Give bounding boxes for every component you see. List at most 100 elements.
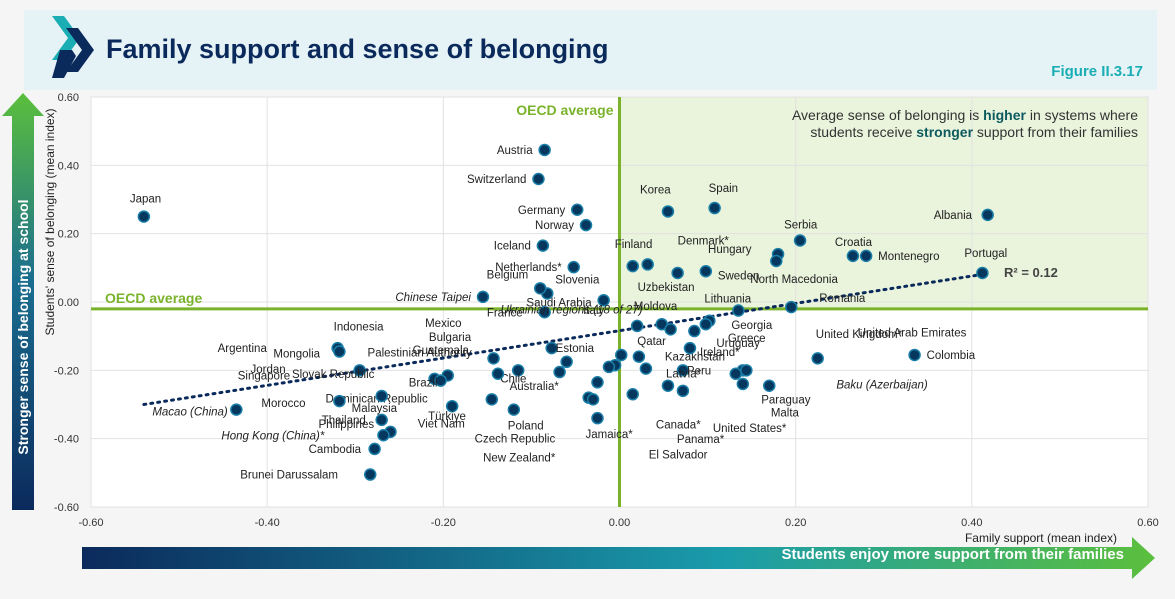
data-point [762,379,776,392]
data-point-label: Guatemala [413,345,470,357]
data-point-label: Austria [497,145,533,157]
data-point-label: Panama* [677,434,725,446]
data-point-label: Latvia* [666,369,702,381]
data-point [602,360,616,374]
data-point-label: Romania [819,293,866,305]
data-point-label: Czech Republic [475,434,556,446]
data-point [740,364,753,377]
data-point-label: Bulgaria [429,332,472,344]
data-point-label: France [487,307,523,319]
data-point-label: Malta [771,407,800,419]
x-tick-label: 0.60 [1137,517,1158,529]
data-point [533,282,547,295]
data-point-label: Morocco [261,398,305,410]
data-point-label: Finland [615,239,653,251]
data-point-label: Uzbekistan [638,282,695,294]
data-point-label: Mexico [425,318,461,330]
data-point-label: Slovenia [555,274,600,286]
data-point-label: Belgium [487,269,529,281]
oecd-average-label-left: OECD average [105,290,202,306]
data-point-label: Argentina [218,343,268,355]
data-point-label: Moldova [634,301,678,313]
vertical-arrow [2,93,44,510]
data-point-label: Chinese Taipei [395,292,471,304]
data-point [536,239,550,252]
data-point-label: Thailand [322,415,366,427]
data-point-label: Brazil [409,378,438,390]
side-arrow-label: Stronger sense of belonging at school [15,199,31,454]
data-point [368,442,381,456]
x-tick-label: 0.20 [785,517,806,529]
data-point [981,208,994,222]
data-point [230,403,243,416]
x-tick-label: -0.60 [78,517,103,529]
data-point-label: Korea [640,184,671,196]
data-point [661,379,675,392]
data-point [560,355,573,369]
page-title: Family support and sense of belonging [106,34,609,64]
data-point [445,399,459,413]
x-tick-label: -0.20 [431,517,456,529]
data-point-label: Hungary [708,244,752,256]
data-point [476,290,490,304]
data-point-label: Hong Kong (China)* [221,430,324,442]
y-tick-label: -0.20 [54,365,79,377]
data-point-label: Spain [709,183,738,195]
data-point [532,172,545,186]
bottom-arrow-label: Students enjoy more support from their f… [781,546,1124,563]
oecd-average-label-top: OECD average [516,102,613,118]
data-point-label: Viet Nam [418,418,465,430]
data-point-label: Germany [518,205,566,217]
data-point-label: Estonia [556,343,595,355]
data-point-label: Baku (Azerbaijan) [836,379,928,391]
data-point [579,218,593,232]
data-point [487,352,500,365]
data-point-label: Singapore [238,370,290,382]
data-point-label: United Kingdom* [816,329,903,341]
data-point [699,265,713,278]
data-point [511,364,525,377]
data-point [626,259,639,273]
data-point-label: Japan [130,194,161,206]
data-point [615,348,628,362]
data-point-label: Norway [535,220,574,232]
data-point [683,341,697,355]
data-point-label: United Arab Emirates [858,327,967,339]
data-point-label: Mongolia [273,349,320,361]
y-tick-label: 0.20 [58,229,79,241]
data-point-label: Sweden [718,270,760,282]
data-point-label: Italy [583,305,604,317]
figure-label: Figure II.3.17 [1051,63,1143,80]
data-point-label: Chile [500,373,526,385]
data-point [641,258,654,271]
data-point [729,367,743,380]
data-point [661,205,675,218]
data-point [793,234,807,247]
data-point [553,365,566,379]
data-point-label: Serbia [784,220,818,232]
data-point-label: Poland [508,421,544,433]
data-point [137,210,151,223]
data-point-label: Lithuania [704,294,751,306]
data-point [976,266,989,280]
data-point-label: Denmark* [678,235,730,247]
data-point-label: Australia* [510,381,560,393]
data-point [671,266,684,280]
data-point-label: Paraguay [761,395,810,407]
trendline [142,273,983,406]
data-point-label: New Zealand* [483,452,556,464]
data-point-label: Peru [687,365,711,377]
y-tick-label: 0.60 [58,92,79,104]
data-point [333,345,346,358]
data-point-label: Türkiye [428,411,466,423]
data-point [736,377,750,391]
data-point-label: Canada* [656,420,701,432]
data-point-label: Switzerland [467,174,526,186]
annotation-line-1: Average sense of belonging is higher in … [792,107,1138,123]
data-point [676,384,690,398]
data-point [708,201,721,215]
horizontal-arrow [82,537,1155,579]
y-tick-label: 0.40 [58,160,79,172]
data-point-label: Greece [728,333,766,345]
r-squared-label: R² = 0.12 [1004,265,1058,280]
